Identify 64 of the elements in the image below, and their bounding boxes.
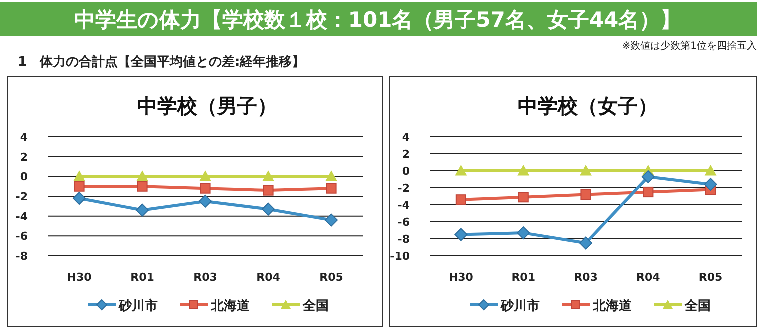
legend-label: 全国 <box>684 299 711 314</box>
x-tick-label: R01 <box>130 271 154 284</box>
point <box>518 165 530 176</box>
text: 中学生の体力【学校数１校：101名（男子57名、女子44名）】 <box>74 8 682 32</box>
point <box>326 170 338 182</box>
y-tick-label: -8 <box>16 250 28 263</box>
x-tick-label: R04 <box>636 271 661 284</box>
chart-title: 中学校（女子） <box>518 94 658 118</box>
point <box>200 170 212 182</box>
point <box>136 204 149 217</box>
x-tick-label: R01 <box>512 271 536 284</box>
point <box>704 178 718 192</box>
legend-label: 砂川市 <box>118 298 158 314</box>
x-tick-label: H30 <box>67 271 92 284</box>
point <box>263 185 274 196</box>
x-tick-label: H30 <box>448 271 474 284</box>
legend-label: 砂川市 <box>500 298 540 314</box>
point <box>455 165 468 176</box>
point <box>704 165 717 176</box>
point <box>325 214 338 227</box>
chart-title: 中学校（男子） <box>138 94 278 118</box>
point <box>74 170 86 182</box>
x-tick-label: R03 <box>574 271 598 284</box>
y-tick-label: -6 <box>398 216 410 229</box>
point <box>326 183 337 194</box>
point <box>73 192 86 205</box>
point <box>580 236 592 250</box>
text: 1 体力の合計点【全国平均値との差:経年推移】 <box>18 54 306 70</box>
x-tick-label: R03 <box>194 271 218 284</box>
x-tick-label: R04 <box>256 271 281 284</box>
y-tick-label: 0 <box>402 165 410 178</box>
y-tick-label: 2 <box>20 150 28 164</box>
y-tick-label: 4 <box>402 131 410 144</box>
point <box>262 202 275 216</box>
y-tick-label: 2 <box>402 148 410 161</box>
x-tick-label: R05 <box>698 271 723 284</box>
legend-label: 全国 <box>302 299 329 314</box>
y-tick-label: -6 <box>16 230 28 244</box>
x-tick-label: R05 <box>320 271 344 284</box>
y-tick-label: -4 <box>398 199 410 212</box>
point <box>517 226 530 240</box>
y-tick-label: -2 <box>16 190 28 204</box>
point <box>200 183 211 194</box>
legend-label: 北海道 <box>592 299 633 314</box>
legend-label: 北海道 <box>210 299 251 314</box>
point <box>643 186 654 198</box>
point <box>136 170 148 182</box>
point <box>642 170 655 184</box>
point <box>262 170 274 182</box>
y-tick-label: -2 <box>398 182 410 195</box>
y-tick-label: -8 <box>398 233 410 246</box>
point <box>74 181 85 192</box>
text: ※数値は少数第1位を四捨五入 <box>622 40 757 52</box>
point <box>456 194 466 206</box>
point <box>199 194 212 208</box>
point <box>580 165 592 176</box>
point <box>454 228 468 242</box>
y-tick-label: -10 <box>390 250 410 263</box>
y-tick-label: 4 <box>20 131 28 144</box>
point <box>518 192 529 203</box>
point <box>580 190 592 200</box>
y-tick-label: 0 <box>20 170 28 184</box>
point <box>137 181 148 192</box>
y-tick-label: -4 <box>16 210 28 224</box>
